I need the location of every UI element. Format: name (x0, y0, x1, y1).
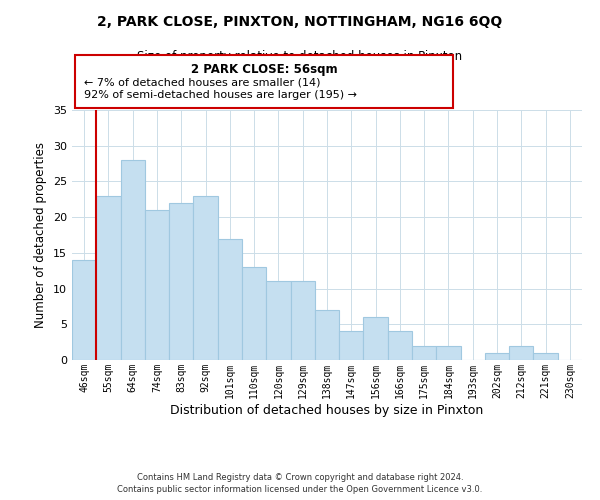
Bar (485, 353, 509, 360)
Text: Contains public sector information licensed under the Open Government Licence v3: Contains public sector information licen… (118, 485, 482, 494)
Bar (315, 310, 339, 360)
Text: 92% of semi-detached houses are larger (195) →: 92% of semi-detached houses are larger (… (84, 90, 357, 100)
Bar (339, 332, 364, 360)
Text: 2, PARK CLOSE, PINXTON, NOTTINGHAM, NG16 6QQ: 2, PARK CLOSE, PINXTON, NOTTINGHAM, NG16… (97, 15, 503, 29)
Bar (266, 282, 290, 360)
Bar (242, 267, 266, 360)
Text: ← 7% of detached houses are smaller (14): ← 7% of detached houses are smaller (14) (84, 78, 320, 88)
X-axis label: Distribution of detached houses by size in Pinxton: Distribution of detached houses by size … (170, 404, 484, 416)
Bar (121, 160, 145, 360)
Text: Size of property relative to detached houses in Pinxton: Size of property relative to detached ho… (137, 50, 463, 63)
Y-axis label: Number of detached properties: Number of detached properties (34, 142, 47, 328)
Text: Contains HM Land Registry data © Crown copyright and database right 2024.: Contains HM Land Registry data © Crown c… (137, 472, 463, 482)
Bar (388, 332, 412, 360)
Bar (509, 346, 533, 360)
Bar (364, 317, 388, 360)
Bar (72, 260, 96, 360)
Bar (290, 282, 315, 360)
Bar (145, 210, 169, 360)
Bar (533, 353, 558, 360)
Bar (412, 346, 436, 360)
Bar (436, 346, 461, 360)
Bar (169, 203, 193, 360)
Bar (96, 196, 121, 360)
Text: 2 PARK CLOSE: 56sqm: 2 PARK CLOSE: 56sqm (191, 64, 337, 76)
Bar (218, 238, 242, 360)
Bar (193, 196, 218, 360)
